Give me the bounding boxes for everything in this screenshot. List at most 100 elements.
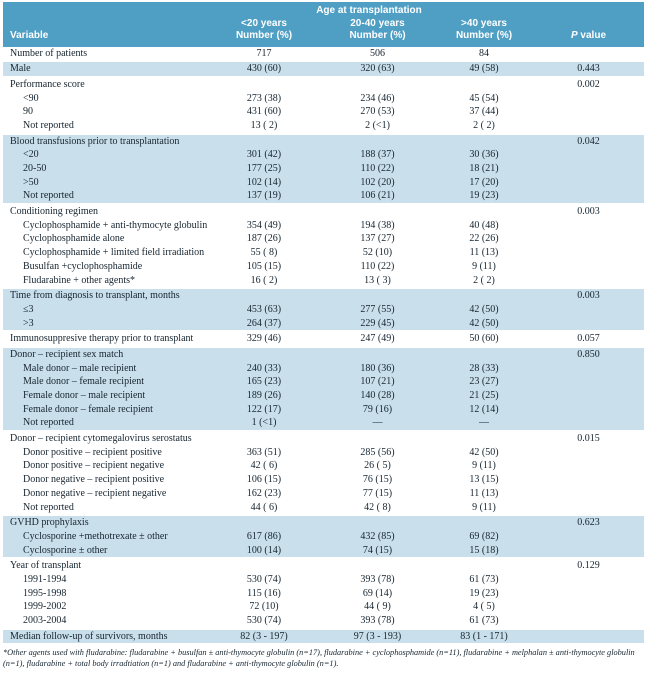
row-value (208, 516, 320, 530)
row-pvalue: 0.003 (577, 290, 600, 302)
row-value: 430 (60) (246, 63, 282, 75)
row-value (320, 559, 435, 573)
table-row: 2003-2004 530 (74) 393 (78) 61 (73) (3, 614, 644, 628)
table-row: >50 102 (14) 102 (20) 17 (20) (3, 176, 644, 190)
row-label: Blood transfusions prior to transplantat… (10, 135, 180, 147)
row-value: 188 (37) (360, 149, 395, 161)
row-value: 50 (60) (469, 333, 499, 345)
row-pvalue (533, 92, 644, 106)
header-pvalue-label: P value (570, 30, 607, 41)
table-row: Performance score 0.002 (3, 78, 644, 92)
table-row: Blood transfusions prior to transplantat… (3, 135, 644, 149)
row-pvalue (533, 600, 644, 614)
row-value: 1 (<1) (251, 417, 277, 429)
row-value: 110 (22) (360, 260, 395, 272)
row-label: Cyclophosphamide alone (23, 233, 125, 245)
table-row: ≤3 453 (63) 277 (55) 42 (50) (3, 303, 644, 317)
row-value: 617 (86) (246, 530, 282, 542)
row-label: Year of transplant (10, 560, 82, 572)
row-value: 506 (370, 47, 385, 59)
row-value: 23 (27) (469, 376, 499, 388)
table-section: Donor – recipient sex match 0.850 Male don… (3, 347, 644, 433)
header-spacer (3, 18, 208, 31)
table-row: 1995-1998 115 (16) 69 (14) 19 (23) (3, 587, 644, 601)
row-pvalue (533, 375, 644, 389)
row-value: 9 (11) (472, 501, 496, 513)
row-value: 37 (44) (469, 106, 499, 118)
table-row: Donor negative – recipient negative 162 (… (3, 487, 644, 501)
row-value: 122 (17) (246, 403, 282, 415)
row-value: 105 (15) (246, 260, 282, 272)
row-value: 42 (50) (469, 303, 499, 315)
row-label: Donor – recipient sex match (10, 348, 124, 360)
row-value: 107 (21) (360, 376, 395, 388)
table-row: 90 431 (60) 270 (53) 37 (44) (3, 105, 644, 119)
row-value: 264 (37) (246, 317, 282, 329)
row-value (435, 559, 533, 573)
table-row: Donor positive – recipient positive 363 (… (3, 446, 644, 460)
row-label: 2003-2004 (23, 615, 67, 626)
row-pvalue (533, 630, 644, 644)
row-value (208, 205, 320, 219)
row-label: Time from diagnosis to transplant, month… (10, 290, 180, 302)
row-label: Donor negative – recipient positive (23, 474, 165, 486)
row-label: GVHD prophylaxis (10, 517, 89, 529)
row-label: <90 (23, 92, 39, 104)
row-value (320, 205, 435, 219)
row-value: 530 (74) (246, 573, 282, 585)
row-value: 19 (23) (469, 190, 499, 202)
row-value: 77 (15) (362, 487, 393, 499)
row-value: 82 (3 - 197) (240, 630, 288, 642)
row-value: 285 (56) (360, 446, 395, 458)
row-label: Male donor – female recipient (23, 376, 145, 388)
row-pvalue (533, 473, 644, 487)
row-value: 240 (33) (246, 362, 282, 374)
characteristics-table: Age at transplantation <20 years 20-40 y… (3, 2, 644, 646)
row-value: 76 (15) (362, 474, 393, 486)
row-value: 18 (21) (469, 163, 499, 174)
row-value (435, 289, 533, 303)
row-pvalue (533, 260, 644, 274)
row-value: 137 (19) (246, 190, 282, 202)
header-range-row: <20 years 20-40 years >40 years (3, 18, 644, 31)
row-value: — (479, 417, 489, 429)
table-row: Not reported 137 (19) 106 (21) 19 (23) (3, 189, 644, 203)
row-value: 194 (38) (360, 219, 395, 231)
table-row: Not reported 44 ( 6) 42 ( 8) 9 (11) (3, 501, 644, 515)
row-value: 234 (46) (360, 92, 395, 104)
row-pvalue: 0.129 (577, 560, 600, 572)
row-pvalue (533, 362, 644, 376)
header-number-pct: Number (%) (235, 30, 293, 41)
table-row: <90 273 (38) 234 (46) 45 (54) (3, 92, 644, 106)
row-pvalue: 0.850 (577, 348, 600, 360)
row-value: 17 (20) (469, 176, 499, 188)
row-label: Female donor – female recipient (23, 403, 153, 415)
row-value: 69 (82) (469, 530, 499, 542)
row-pvalue (533, 148, 644, 162)
row-value (208, 78, 320, 92)
row-value: 9 (11) (472, 260, 496, 272)
row-label: Performance score (10, 78, 85, 90)
row-value: 530 (74) (246, 615, 282, 626)
row-value: 26 ( 5) (364, 460, 391, 472)
row-label: Number of patients (10, 47, 88, 59)
table-row: Busulfan +cyclophosphamide 105 (15) 110 (2… (3, 260, 644, 274)
row-value: 11 (13) (469, 247, 499, 259)
row-pvalue (533, 487, 644, 501)
table-section: Year of transplant 0.129 1991-1994 530 (74)… (3, 559, 644, 630)
row-value: 44 ( 9) (364, 601, 391, 613)
table-row: 1991-1994 530 (74) 393 (78) 61 (73) (3, 573, 644, 587)
row-value (208, 559, 320, 573)
row-value: 61 (73) (469, 573, 499, 585)
row-value: 301 (42) (246, 149, 282, 161)
row-value: 16 ( 2) (250, 274, 278, 286)
row-value: 13 (15) (469, 474, 499, 486)
table-row: Year of transplant 0.129 (3, 559, 644, 573)
row-label: 1995-1998 (23, 587, 67, 599)
row-label: Donor positive – recipient negative (23, 460, 165, 472)
row-label: 90 (23, 106, 33, 118)
table-row: GVHD prophylaxis 0.623 (3, 516, 644, 530)
row-label: Not reported (23, 119, 74, 131)
row-value: 9 (11) (472, 460, 496, 472)
row-value: 21 (25) (469, 390, 499, 401)
